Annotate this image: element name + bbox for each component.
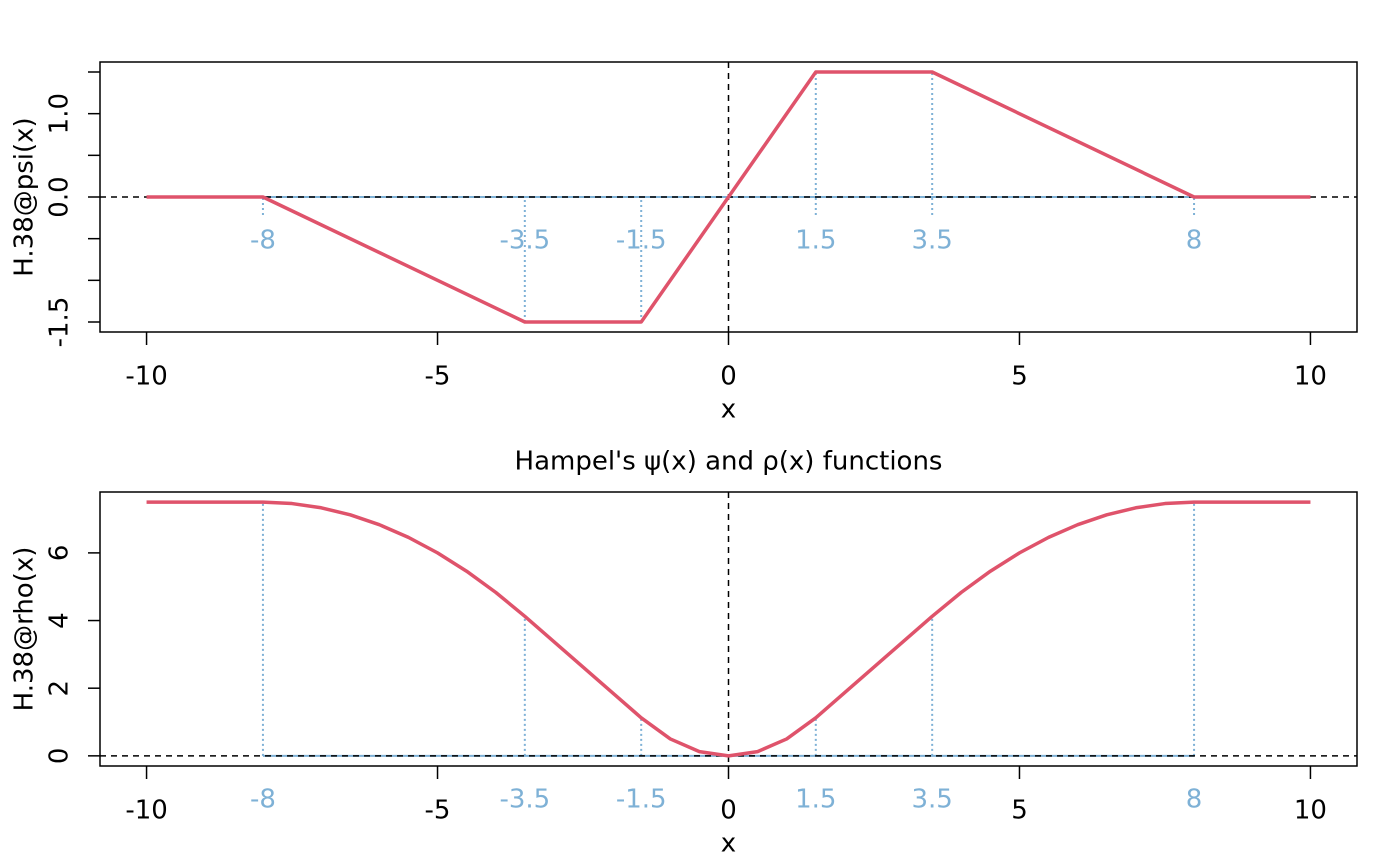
knot-label: -1.5 [616, 226, 667, 256]
x-tick-label: -5 [425, 362, 451, 392]
y-tick-label: -1.5 [45, 297, 75, 348]
knot-label: -3.5 [499, 226, 550, 256]
knot-label: -8 [250, 226, 276, 256]
y-tick-label: 4 [45, 612, 75, 629]
knot-label: -8 [250, 785, 276, 815]
x-tick-label: 5 [1011, 796, 1028, 826]
knot-label: 8 [1186, 785, 1203, 815]
x-tick-label: 0 [720, 796, 737, 826]
x-tick-label: 10 [1294, 362, 1327, 392]
y-tick-label: 0 [45, 748, 75, 765]
chart-title: Hampel's ψ(x) and ρ(x) functions [515, 447, 943, 477]
y-axis-label: H.38@rho(x) [10, 547, 40, 712]
y-tick-label: 6 [45, 545, 75, 562]
y-axis-label: H.38@psi(x) [10, 117, 40, 276]
curve [146, 500, 1311, 758]
x-axis-label: x [721, 395, 736, 425]
x-tick-label: 10 [1294, 796, 1327, 826]
knot-label: 3.5 [912, 785, 953, 815]
knot-label: 8 [1186, 226, 1203, 256]
knot-label: 1.5 [795, 226, 836, 256]
x-tick-label: -5 [425, 796, 451, 826]
y-tick-label: 2 [45, 680, 75, 697]
knot-label: 3.5 [912, 226, 953, 256]
x-axis-label: x [721, 829, 736, 859]
knot-label: -3.5 [499, 785, 550, 815]
x-tick-label: -10 [125, 796, 167, 826]
y-tick-label: 0.0 [45, 176, 75, 217]
y-tick-label: 1.0 [45, 93, 75, 134]
curve [146, 70, 1311, 324]
knot-label: -1.5 [616, 785, 667, 815]
knot-label: 1.5 [795, 785, 836, 815]
x-tick-label: 0 [720, 362, 737, 392]
x-tick-label: -10 [125, 362, 167, 392]
x-tick-label: 5 [1011, 362, 1028, 392]
